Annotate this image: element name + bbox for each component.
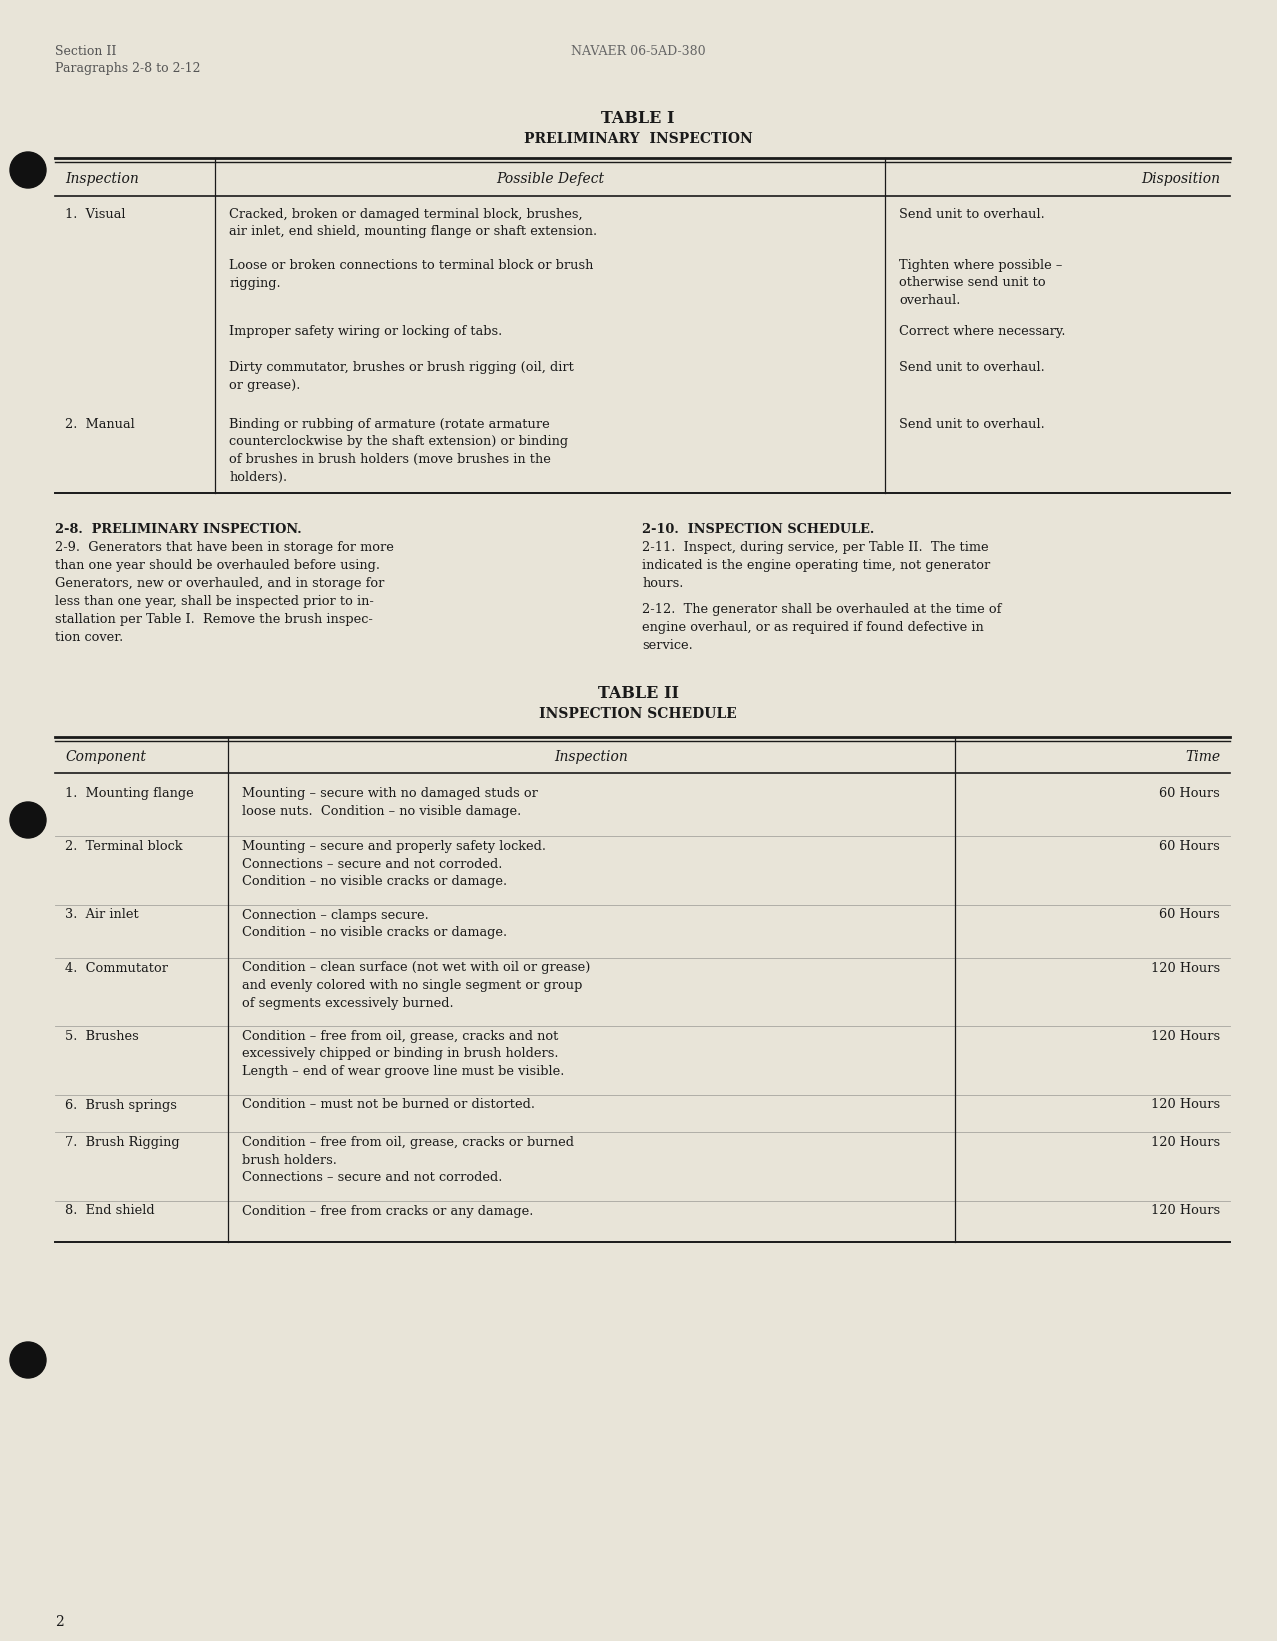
Text: 2-11.  Inspect, during service, per Table II.  The time
indicated is the engine : 2-11. Inspect, during service, per Table… xyxy=(642,542,990,591)
Text: Possible Defect: Possible Defect xyxy=(495,172,604,185)
Text: 120 Hours: 120 Hours xyxy=(1151,1136,1220,1149)
Text: 2-8.  PRELIMINARY INSPECTION.: 2-8. PRELIMINARY INSPECTION. xyxy=(55,523,301,537)
Text: Inspection: Inspection xyxy=(65,172,139,185)
Circle shape xyxy=(10,153,46,189)
Text: 5.  Brushes: 5. Brushes xyxy=(65,1031,139,1044)
Text: Binding or rubbing of armature (rotate armature
counterclockwise by the shaft ex: Binding or rubbing of armature (rotate a… xyxy=(229,418,568,484)
Text: 1.  Mounting flange: 1. Mounting flange xyxy=(65,788,194,801)
Text: TABLE I: TABLE I xyxy=(601,110,674,126)
Text: Cracked, broken or damaged terminal block, brushes,
air inlet, end shield, mount: Cracked, broken or damaged terminal bloc… xyxy=(229,208,598,238)
Text: NAVAER 06-5AD-380: NAVAER 06-5AD-380 xyxy=(571,44,705,57)
Text: 2: 2 xyxy=(55,1615,64,1630)
Text: Time: Time xyxy=(1185,750,1220,765)
Text: Send unit to overhaul.: Send unit to overhaul. xyxy=(899,361,1045,374)
Text: 2-12.  The generator shall be overhauled at the time of
engine overhaul, or as r: 2-12. The generator shall be overhauled … xyxy=(642,602,1001,651)
Text: Paragraphs 2-8 to 2-12: Paragraphs 2-8 to 2-12 xyxy=(55,62,200,75)
Text: 60 Hours: 60 Hours xyxy=(1160,840,1220,853)
Circle shape xyxy=(10,802,46,839)
Text: 120 Hours: 120 Hours xyxy=(1151,1204,1220,1218)
Text: Condition – free from cracks or any damage.: Condition – free from cracks or any dama… xyxy=(243,1204,534,1218)
Text: Send unit to overhaul.: Send unit to overhaul. xyxy=(899,208,1045,222)
Text: INSPECTION SCHEDULE: INSPECTION SCHEDULE xyxy=(539,707,737,720)
Text: Condition – clean surface (not wet with oil or grease)
and evenly colored with n: Condition – clean surface (not wet with … xyxy=(243,962,590,1009)
Text: Tighten where possible –
otherwise send unit to
overhaul.: Tighten where possible – otherwise send … xyxy=(899,259,1062,307)
Text: 1.  Visual: 1. Visual xyxy=(65,208,125,222)
Text: 120 Hours: 120 Hours xyxy=(1151,1098,1220,1111)
Text: Disposition: Disposition xyxy=(1142,172,1220,185)
Text: 8.  End shield: 8. End shield xyxy=(65,1204,155,1218)
Text: 4.  Commutator: 4. Commutator xyxy=(65,962,169,975)
Text: 60 Hours: 60 Hours xyxy=(1160,909,1220,922)
Text: 7.  Brush Rigging: 7. Brush Rigging xyxy=(65,1136,180,1149)
Text: Correct where necessary.: Correct where necessary. xyxy=(899,325,1065,338)
Text: 120 Hours: 120 Hours xyxy=(1151,962,1220,975)
Text: 2.  Terminal block: 2. Terminal block xyxy=(65,840,183,853)
Text: Inspection: Inspection xyxy=(554,750,628,765)
Text: Connection – clamps secure.
Condition – no visible cracks or damage.: Connection – clamps secure. Condition – … xyxy=(243,909,507,939)
Text: 60 Hours: 60 Hours xyxy=(1160,788,1220,801)
Text: 3.  Air inlet: 3. Air inlet xyxy=(65,909,139,922)
Text: Section II: Section II xyxy=(55,44,116,57)
Text: Component: Component xyxy=(65,750,146,765)
Text: PRELIMINARY  INSPECTION: PRELIMINARY INSPECTION xyxy=(524,131,752,146)
Text: Mounting – secure and properly safety locked.
Connections – secure and not corro: Mounting – secure and properly safety lo… xyxy=(243,840,547,888)
Text: Condition – must not be burned or distorted.: Condition – must not be burned or distor… xyxy=(243,1098,535,1111)
Text: 2.  Manual: 2. Manual xyxy=(65,418,135,432)
Text: Mounting – secure with no damaged studs or
loose nuts.  Condition – no visible d: Mounting – secure with no damaged studs … xyxy=(243,788,538,817)
Text: Dirty commutator, brushes or brush rigging (oil, dirt
or grease).: Dirty commutator, brushes or brush riggi… xyxy=(229,361,573,392)
Text: Loose or broken connections to terminal block or brush
rigging.: Loose or broken connections to terminal … xyxy=(229,259,594,289)
Text: TABLE II: TABLE II xyxy=(598,684,678,702)
Text: Send unit to overhaul.: Send unit to overhaul. xyxy=(899,418,1045,432)
Text: 6.  Brush springs: 6. Brush springs xyxy=(65,1098,178,1111)
Text: 120 Hours: 120 Hours xyxy=(1151,1031,1220,1044)
Text: Improper safety wiring or locking of tabs.: Improper safety wiring or locking of tab… xyxy=(229,325,502,338)
Text: 2-10.  INSPECTION SCHEDULE.: 2-10. INSPECTION SCHEDULE. xyxy=(642,523,875,537)
Text: 2-9.  Generators that have been in storage for more
than one year should be over: 2-9. Generators that have been in storag… xyxy=(55,542,393,643)
Circle shape xyxy=(10,1342,46,1378)
Text: Condition – free from oil, grease, cracks and not
excessively chipped or binding: Condition – free from oil, grease, crack… xyxy=(243,1031,564,1078)
Text: Condition – free from oil, grease, cracks or burned
brush holders.
Connections –: Condition – free from oil, grease, crack… xyxy=(243,1136,573,1185)
